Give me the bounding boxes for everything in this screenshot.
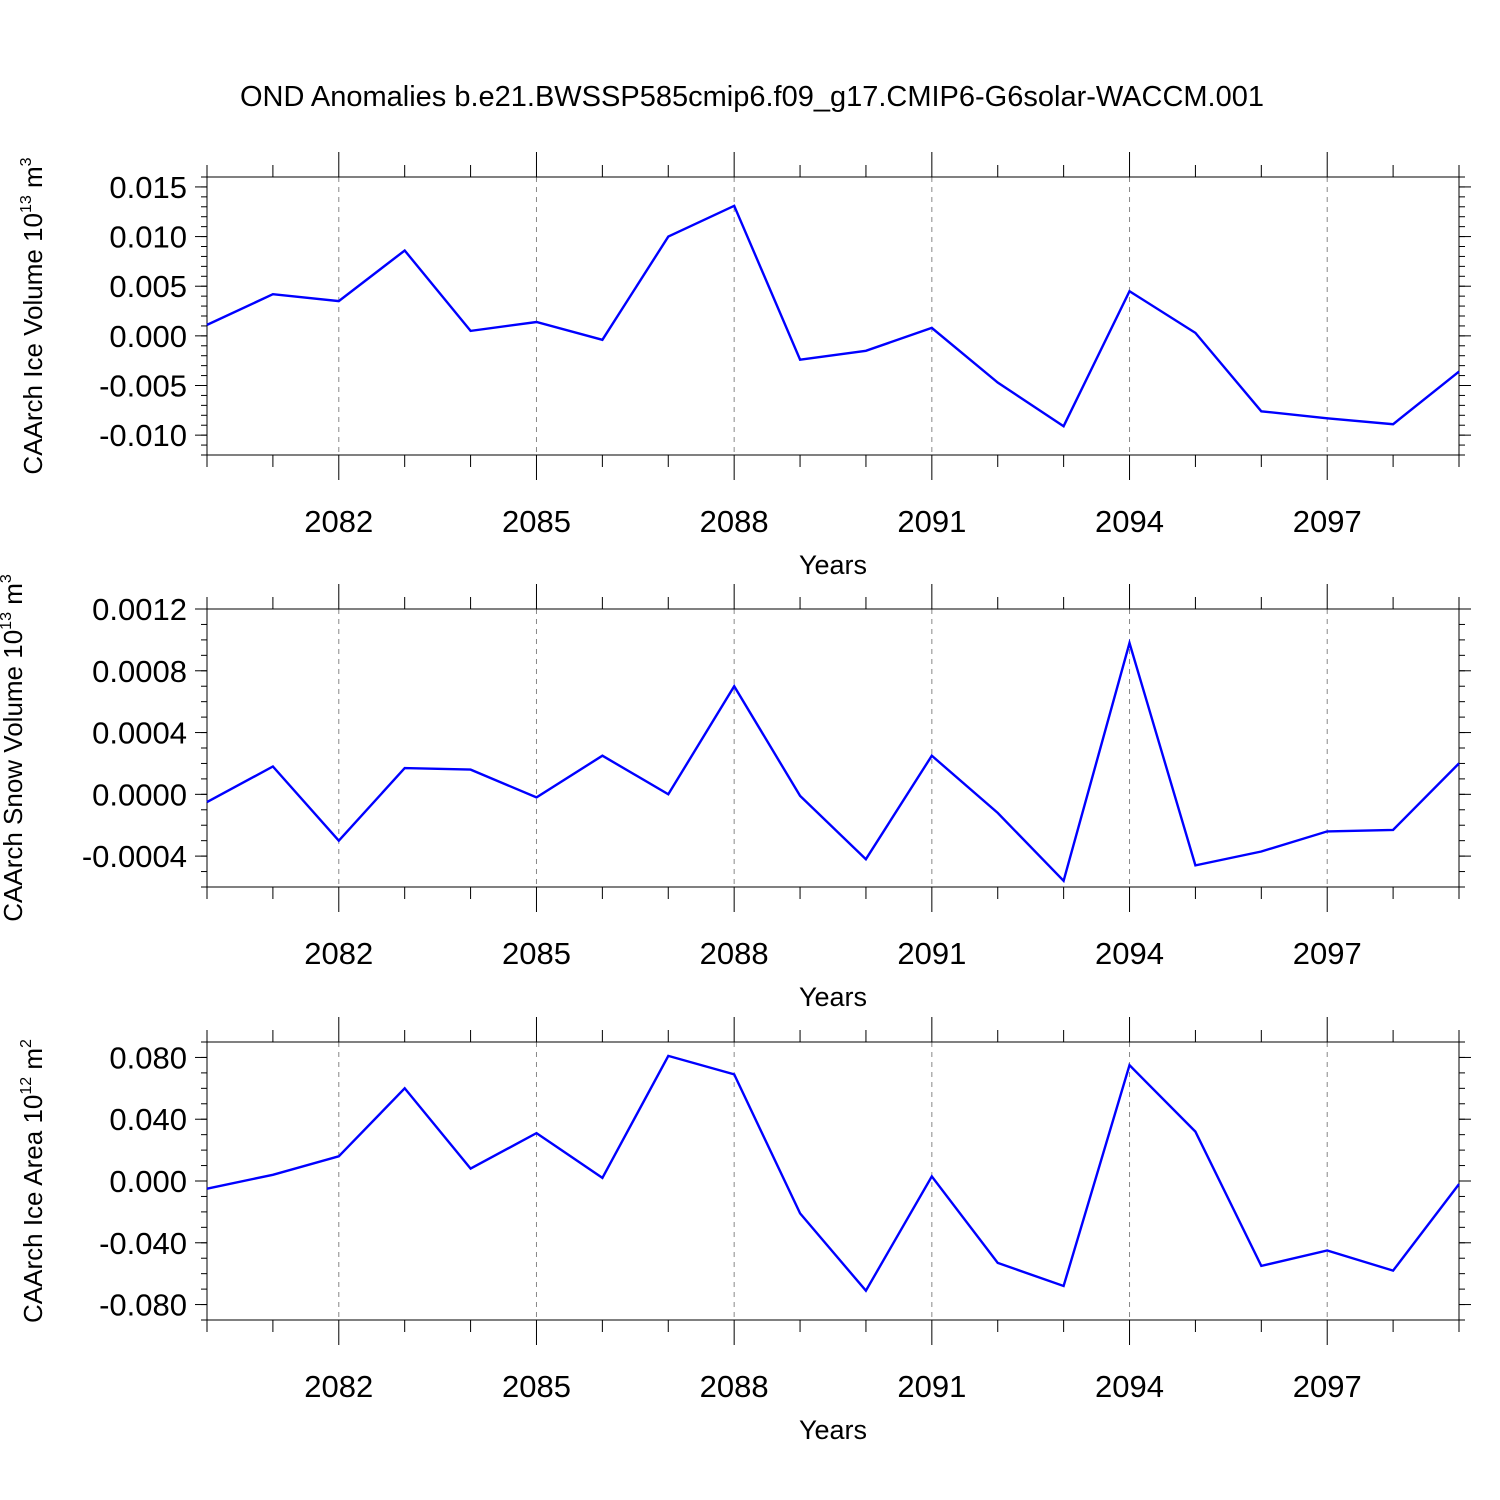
x-tick-label: 2094 [1095,504,1164,539]
y-axis-label-main: CAArch Ice Area 10 [18,1095,48,1323]
x-axis-label: Years [799,1415,867,1445]
x-tick-label: 2094 [1095,936,1164,971]
plot-frame [206,608,1460,888]
x-tick-label: 2091 [897,1369,966,1404]
y-tick-label: 0.040 [109,1102,187,1137]
x-tick-label: 2085 [502,936,571,971]
x-tick-label: 2097 [1293,504,1362,539]
x-tick-label: 2082 [304,1369,373,1404]
y-axis-label-main: CAArch Snow Volume 10 [0,630,28,922]
y-axis-label-unit: m [18,166,48,195]
y-tick-label: 0.0012 [92,592,187,627]
y-tick-label: -0.0004 [82,839,187,874]
series-line [206,638,1460,884]
panel-ice-volume: -0.010 -0.005 0.000 0.005 0.010 0.015 2082 2085… [18,152,1471,580]
x-tick-label: 2097 [1293,936,1362,971]
x-tick-label: 2088 [700,1369,769,1404]
y-axis-label-exponent: 12 [18,1077,35,1095]
y-tick-label: -0.005 [99,369,187,404]
x-tick-label: 2097 [1293,1369,1362,1404]
y-axis-label-unit-exponent: 3 [18,157,35,166]
y-axis-label-unit-exponent: 2 [18,1039,35,1048]
y-tick-label: 0.000 [109,1164,187,1199]
x-axis-label: Years [799,982,867,1012]
y-axis-label-unit: m [0,583,28,612]
x-tick-label: 2094 [1095,1369,1164,1404]
y-tick-label: 0.010 [109,220,187,255]
x-axis-label: Years [799,550,867,580]
y-tick-label: -0.010 [99,418,187,453]
plot-frame [206,1041,1460,1321]
chart-title: OND Anomalies b.e21.BWSSP585cmip6.f09_g1… [240,81,1264,113]
panel-ice-area: -0.080 -0.040 0.000 0.040 0.080 2082 2085 2088 2… [18,1017,1471,1445]
x-tick-label: 2085 [502,504,571,539]
y-axis-label: CAArch Ice Area 1012 m2 [18,1039,48,1323]
y-tick-label: 0.000 [109,319,187,354]
y-axis-label-exponent: 13 [0,612,15,630]
x-tick-label: 2091 [897,504,966,539]
x-tick-label: 2088 [700,504,769,539]
y-tick-label: 0.080 [109,1040,187,1075]
y-tick-label: 0.015 [109,170,187,205]
x-tick-label: 2082 [304,936,373,971]
y-axis-label: CAArch Snow Volume 1013 m3 [0,574,28,922]
y-tick-label: 0.0008 [92,654,187,689]
series-line [206,1054,1460,1293]
y-axis-label-main: CAArch Ice Volume 10 [18,213,48,475]
y-tick-label: 0.0000 [92,777,187,812]
y-tick-label: -0.040 [99,1226,187,1261]
y-axis-label-exponent: 13 [18,195,35,213]
x-tick-label: 2082 [304,504,373,539]
y-axis-label: CAArch Ice Volume 1013 m3 [18,157,48,474]
y-axis-label-unit-exponent: 3 [0,574,15,583]
y-tick-label: 0.005 [109,269,187,304]
y-axis-label-unit: m [18,1048,48,1077]
y-tick-label: 0.0004 [92,716,187,751]
x-tick-label: 2085 [502,1369,571,1404]
panel-snow-volume: -0.0004 0.0000 0.0004 0.0008 0.0012 2082 2085 2… [0,574,1471,1012]
y-tick-label: -0.080 [99,1288,187,1323]
series-line [206,204,1460,428]
x-tick-label: 2088 [700,936,769,971]
x-tick-label: 2091 [897,936,966,971]
